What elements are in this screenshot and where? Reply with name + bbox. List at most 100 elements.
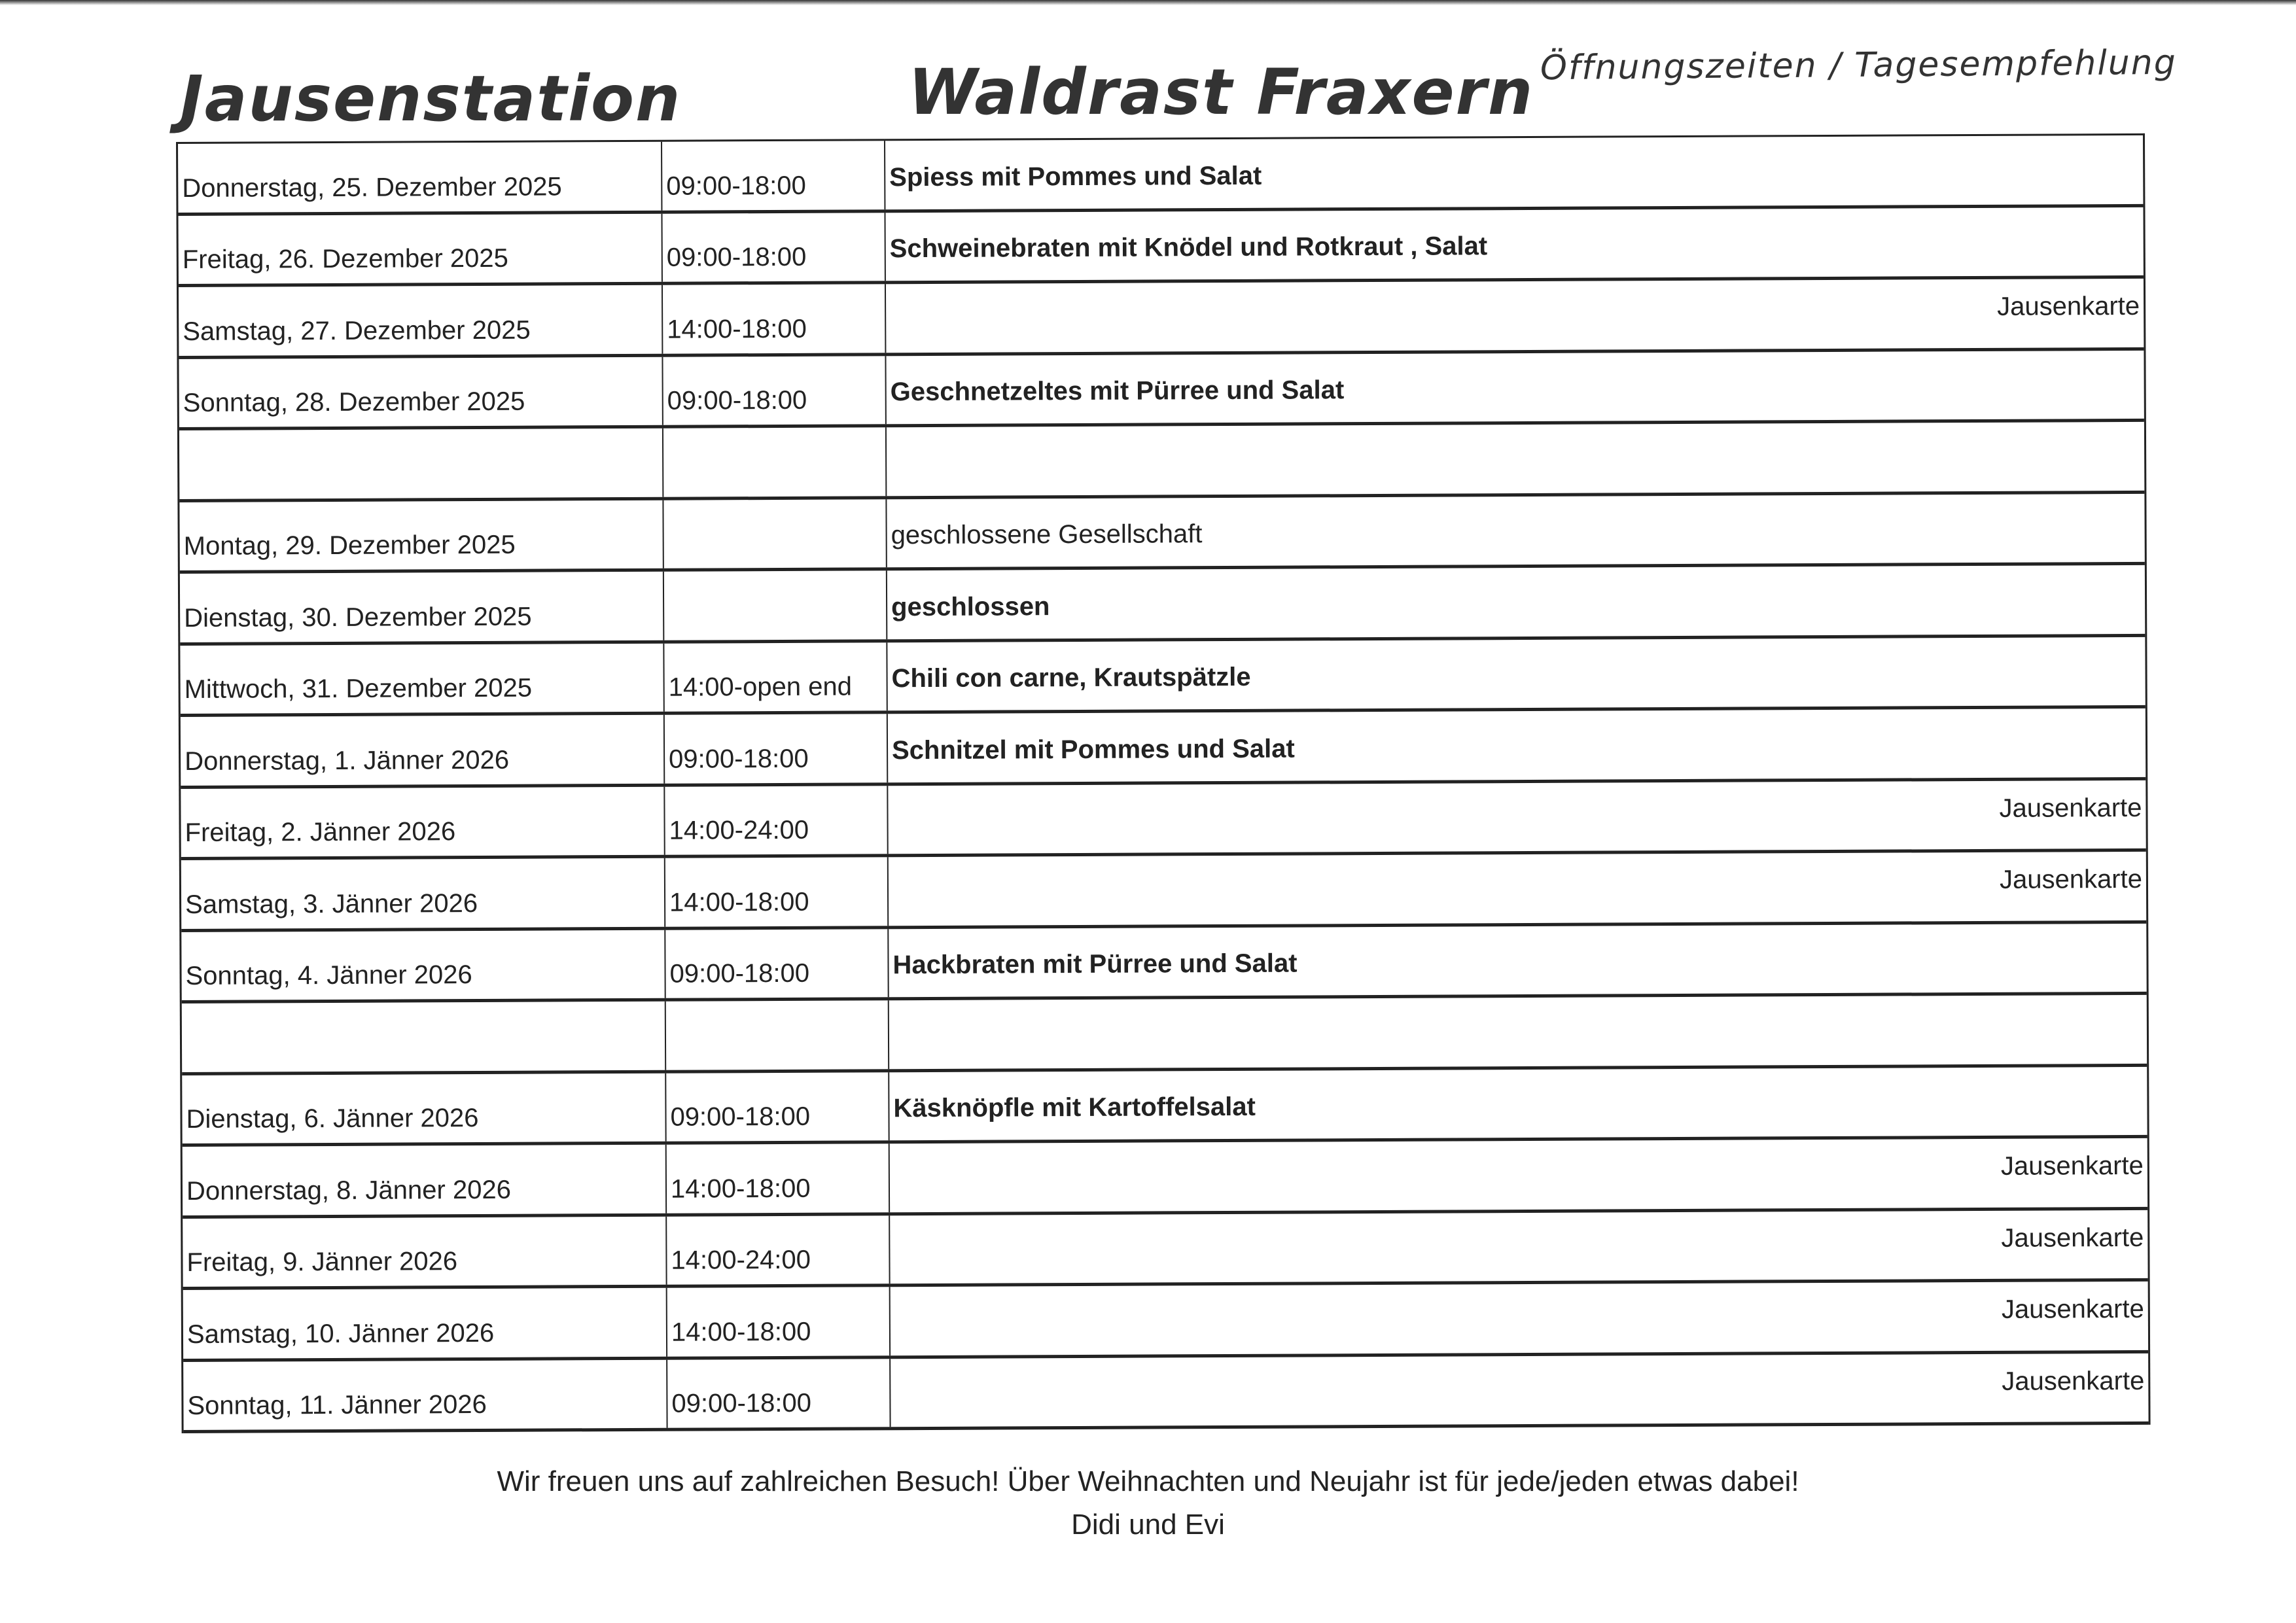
dish-text: geschlossen xyxy=(891,591,1050,621)
date-cell: Sonntag, 4. Jänner 2026 xyxy=(181,930,666,1000)
time-text: 14:00-18:00 xyxy=(671,1317,811,1347)
date-cell: Montag, 29. Dezember 2025 xyxy=(179,500,664,570)
date-text: Mittwoch, 31. Dezember 2025 xyxy=(184,673,533,704)
scan-edge xyxy=(0,0,2296,5)
table-row: Montag, 29. Dezember 2025 geschlossene Ge… xyxy=(179,493,2145,574)
table-row: Dienstag, 30. Dezember 2025 geschlossen xyxy=(179,565,2146,646)
date-cell xyxy=(179,428,664,499)
dish-cell: geschlossene Gesellschaft xyxy=(887,493,2144,567)
time-text: 09:00-18:00 xyxy=(671,1388,812,1418)
note-text: Jausenkarte xyxy=(2002,1366,2145,1396)
time-cell: 14:00-24:00 xyxy=(665,785,889,855)
date-cell: Freitag, 26. Dezember 2025 xyxy=(178,213,663,284)
time-text: 09:00-18:00 xyxy=(666,171,806,201)
date-text: Samstag, 27. Dezember 2025 xyxy=(183,315,531,346)
dish-cell xyxy=(887,422,2144,496)
dish-cell: Schweinebraten mit Knödel und Rotkraut ,… xyxy=(885,207,2143,281)
table-row: Freitag, 9. Jänner 2026 14:00-24:00 Jausen… xyxy=(183,1210,2148,1290)
date-text: Freitag, 2. Jänner 2026 xyxy=(185,817,456,847)
date-text: Freitag, 26. Dezember 2025 xyxy=(182,243,508,274)
schedule-table: Donnerstag, 25. Dezember 2025 09:00-18:00… xyxy=(176,133,2151,1433)
date-cell: Donnerstag, 1. Jänner 2026 xyxy=(180,714,665,786)
date-text: Dienstag, 30. Dezember 2025 xyxy=(184,602,532,633)
dish-text: Schnitzel mit Pommes und Salat xyxy=(891,734,1295,765)
table-row: Freitag, 26. Dezember 2025 09:00-18:00 Sch… xyxy=(178,207,2144,287)
dish-cell: Käsknöpfle mit Kartoffelsalat xyxy=(889,1066,2147,1140)
date-cell: Mittwoch, 31. Dezember 2025 xyxy=(180,643,665,714)
footer-signature: Didi und Evi xyxy=(1071,1509,1225,1541)
time-cell xyxy=(663,498,887,568)
time-text: 09:00-18:00 xyxy=(667,385,807,415)
dish-cell: Jausenkarte xyxy=(886,279,2144,353)
dish-text: Schweinebraten mit Knödel und Rotkraut ,… xyxy=(889,232,1488,264)
date-text: Samstag, 10. Jänner 2026 xyxy=(186,1318,495,1349)
table-row: Sonntag, 4. Jänner 2026 09:00-18:00 Hackbr… xyxy=(181,923,2147,1003)
date-cell: Donnerstag, 8. Jänner 2026 xyxy=(182,1144,667,1215)
dish-cell: Jausenkarte xyxy=(890,1210,2147,1283)
date-cell: Freitag, 2. Jänner 2026 xyxy=(181,786,665,857)
date-text: Freitag, 9. Jänner 2026 xyxy=(186,1247,458,1277)
table-row: Sonntag, 28. Dezember 2025 09:00-18:00 Ges… xyxy=(179,350,2144,430)
time-cell: 09:00-18:00 xyxy=(663,355,887,425)
time-cell xyxy=(663,427,887,497)
dish-cell: Jausenkarte xyxy=(891,1353,2148,1427)
table-row: Samstag, 10. Jänner 2026 14:00-18:00 Jause… xyxy=(183,1281,2149,1362)
date-cell xyxy=(181,1001,667,1072)
dish-cell: geschlossen xyxy=(887,565,2145,639)
time-cell: 14:00-18:00 xyxy=(665,857,889,927)
subtitle: Öffnungszeiten / Tagesempfehlung xyxy=(1540,43,2177,88)
time-text: 14:00-18:00 xyxy=(667,314,807,344)
dish-cell: Schnitzel mit Pommes und Salat xyxy=(888,708,2146,782)
time-cell: 14:00-18:00 xyxy=(662,284,887,354)
table-row: Donnerstag, 8. Jänner 2026 14:00-18:00 Jau… xyxy=(182,1138,2148,1219)
table-row: Donnerstag, 1. Jänner 2026 09:00-18:00 Sch… xyxy=(180,708,2146,789)
time-cell: 14:00-18:00 xyxy=(667,1287,891,1357)
dish-text: Spiess mit Pommes und Salat xyxy=(889,161,1262,192)
date-cell: Samstag, 10. Jänner 2026 xyxy=(183,1287,668,1359)
footer-message: Wir freuen uns auf zahlreichen Besuch! Ü… xyxy=(497,1465,1799,1497)
dish-text: Hackbraten mit Pürree und Salat xyxy=(892,949,1298,980)
date-text: Montag, 29. Dezember 2025 xyxy=(183,530,516,561)
note-text: Jausenkarte xyxy=(1997,291,2140,321)
date-text: Donnerstag, 1. Jänner 2026 xyxy=(185,745,510,776)
time-cell: 14:00-18:00 xyxy=(666,1143,891,1213)
time-cell: 09:00-18:00 xyxy=(666,1072,890,1142)
date-cell: Freitag, 9. Jänner 2026 xyxy=(183,1216,667,1287)
table-row xyxy=(179,421,2145,502)
date-text: Donnerstag, 25. Dezember 2025 xyxy=(182,171,562,203)
time-text: 09:00-18:00 xyxy=(670,1102,811,1132)
time-text: 09:00-18:00 xyxy=(669,958,810,988)
time-text: 14:00-24:00 xyxy=(669,815,809,845)
dish-cell xyxy=(889,995,2147,1069)
time-text: 09:00-18:00 xyxy=(666,242,807,272)
note-text: Jausenkarte xyxy=(2001,1223,2144,1253)
dish-cell: Geschnetzeltes mit Pürree und Salat xyxy=(886,350,2144,424)
note-text: Jausenkarte xyxy=(1999,864,2143,894)
date-cell: Sonntag, 11. Jänner 2026 xyxy=(183,1359,668,1430)
table-row: Samstag, 3. Jänner 2026 14:00-18:00 Jausen… xyxy=(181,851,2147,932)
date-text: Donnerstag, 8. Jänner 2026 xyxy=(186,1175,511,1206)
dish-cell: Jausenkarte xyxy=(891,1282,2148,1355)
note-text: Jausenkarte xyxy=(2001,1294,2144,1324)
time-text: 14:00-18:00 xyxy=(669,887,809,917)
time-text: 14:00-18:00 xyxy=(670,1174,811,1204)
dish-cell: Jausenkarte xyxy=(890,1138,2147,1212)
date-cell: Sonntag, 28. Dezember 2025 xyxy=(179,357,663,427)
time-text: 14:00-open end xyxy=(668,672,853,702)
date-text: Sonntag, 28. Dezember 2025 xyxy=(183,387,525,417)
time-cell: 09:00-18:00 xyxy=(667,1358,891,1428)
time-text: 09:00-18:00 xyxy=(669,744,809,774)
time-text: 14:00-24:00 xyxy=(671,1245,811,1275)
dish-text: geschlossene Gesellschaft xyxy=(891,519,1203,550)
time-cell: 09:00-18:00 xyxy=(665,928,889,998)
date-text: Samstag, 3. Jänner 2026 xyxy=(185,888,478,919)
dish-cell: Jausenkarte xyxy=(889,852,2146,926)
title-left: Jausenstation xyxy=(180,62,682,135)
date-text: Sonntag, 11. Jänner 2026 xyxy=(187,1389,487,1420)
date-cell: Samstag, 3. Jänner 2026 xyxy=(181,858,666,929)
time-cell: 14:00-24:00 xyxy=(667,1215,891,1285)
dish-cell: Spiess mit Pommes und Salat xyxy=(885,135,2143,209)
time-cell: 14:00-open end xyxy=(664,642,888,712)
dish-cell: Chili con carne, Krautspätzle xyxy=(887,637,2145,710)
date-cell: Dienstag, 30. Dezember 2025 xyxy=(179,571,665,642)
